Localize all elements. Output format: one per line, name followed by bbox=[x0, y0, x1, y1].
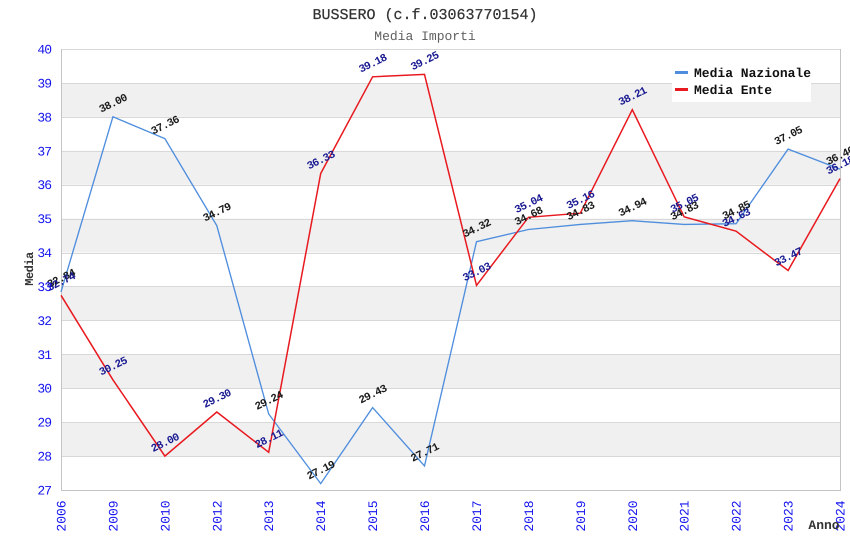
svg-text:2021: 2021 bbox=[678, 500, 693, 531]
svg-text:32: 32 bbox=[37, 314, 51, 329]
svg-text:2019: 2019 bbox=[574, 500, 589, 531]
svg-text:2016: 2016 bbox=[418, 500, 433, 531]
svg-text:2017: 2017 bbox=[470, 500, 485, 531]
svg-text:2018: 2018 bbox=[522, 500, 537, 531]
svg-text:36: 36 bbox=[37, 178, 51, 193]
svg-text:BUSSERO (c.f.03063770154): BUSSERO (c.f.03063770154) bbox=[312, 7, 537, 24]
svg-text:37: 37 bbox=[37, 144, 51, 159]
svg-text:2009: 2009 bbox=[106, 500, 121, 531]
svg-text:2015: 2015 bbox=[366, 500, 381, 531]
svg-text:28: 28 bbox=[37, 450, 51, 465]
svg-text:Media: Media bbox=[23, 252, 37, 286]
svg-text:35: 35 bbox=[37, 212, 51, 227]
svg-text:Anno: Anno bbox=[808, 518, 839, 533]
svg-text:34: 34 bbox=[37, 246, 52, 261]
svg-text:Media Nazionale: Media Nazionale bbox=[694, 66, 811, 81]
svg-text:2010: 2010 bbox=[158, 500, 173, 531]
svg-text:2014: 2014 bbox=[314, 500, 329, 531]
svg-text:40: 40 bbox=[37, 43, 51, 58]
svg-text:33: 33 bbox=[37, 280, 51, 295]
svg-text:2013: 2013 bbox=[262, 500, 277, 531]
svg-text:Media Importi: Media Importi bbox=[374, 29, 476, 44]
svg-text:38: 38 bbox=[37, 110, 51, 125]
svg-text:2020: 2020 bbox=[626, 500, 641, 531]
svg-text:2012: 2012 bbox=[210, 500, 225, 531]
svg-text:39: 39 bbox=[37, 76, 51, 91]
svg-text:31: 31 bbox=[37, 348, 52, 363]
svg-text:27: 27 bbox=[37, 484, 51, 499]
svg-text:2006: 2006 bbox=[55, 500, 70, 531]
svg-text:Media Ente: Media Ente bbox=[694, 83, 772, 98]
svg-text:2022: 2022 bbox=[730, 500, 745, 531]
svg-text:30: 30 bbox=[37, 382, 51, 397]
svg-text:2023: 2023 bbox=[782, 500, 797, 531]
svg-text:2024: 2024 bbox=[834, 500, 849, 531]
svg-text:29: 29 bbox=[37, 416, 51, 431]
